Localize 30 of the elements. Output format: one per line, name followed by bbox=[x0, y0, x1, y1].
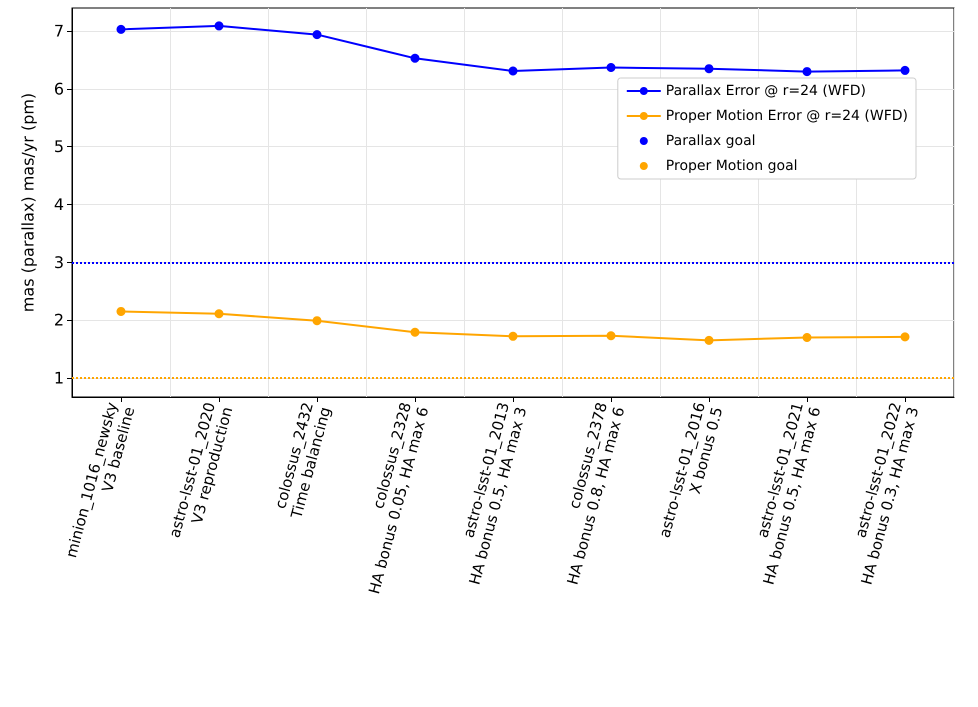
point bbox=[606, 63, 616, 72]
point bbox=[116, 24, 126, 34]
y-tick-label: 5 bbox=[54, 137, 64, 156]
point bbox=[410, 328, 420, 337]
point bbox=[606, 331, 616, 340]
y-tick-label: 1 bbox=[54, 368, 64, 388]
point bbox=[704, 336, 714, 345]
legend-label: Parallax goal bbox=[666, 133, 756, 149]
point bbox=[410, 54, 420, 63]
point bbox=[802, 332, 812, 342]
y-tick-label: 4 bbox=[54, 195, 64, 214]
y-tick-label: 7 bbox=[54, 22, 64, 41]
y-axis-title: mas (parallax) mas/yr (pm) bbox=[18, 92, 38, 312]
point bbox=[704, 64, 714, 74]
legend-label: Proper Motion Error @ r=24 (WFD) bbox=[666, 108, 908, 124]
point bbox=[802, 67, 812, 76]
point bbox=[312, 30, 322, 40]
point bbox=[214, 21, 224, 30]
point bbox=[214, 309, 224, 318]
y-tick-label: 2 bbox=[54, 310, 64, 330]
legend-label: Parallax Error @ r=24 (WFD) bbox=[666, 83, 866, 99]
legend-label: Proper Motion goal bbox=[666, 158, 798, 174]
point bbox=[116, 306, 126, 316]
y-tick-label: 6 bbox=[54, 79, 64, 98]
point bbox=[312, 316, 322, 326]
y-tick-label: 3 bbox=[54, 252, 64, 272]
point bbox=[508, 332, 518, 341]
point bbox=[900, 66, 910, 75]
point bbox=[508, 66, 518, 76]
point bbox=[900, 332, 910, 342]
